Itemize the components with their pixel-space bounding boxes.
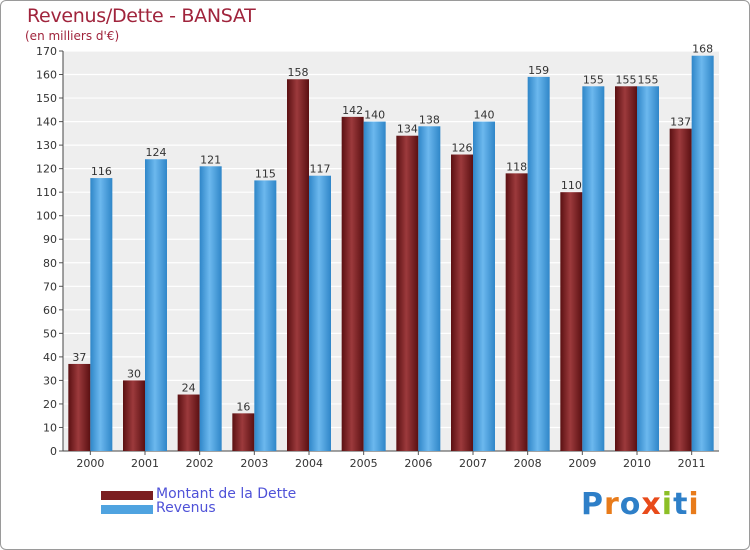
data-label-revenus: 115 [255, 167, 276, 180]
bar-revenus [363, 121, 386, 452]
x-tick-label: 2011 [678, 457, 706, 470]
x-tick-label: 2009 [568, 457, 596, 470]
data-label-revenus: 155 [638, 73, 659, 86]
y-tick-label: 30 [43, 374, 57, 387]
y-tick-label: 130 [36, 139, 57, 152]
y-tick-label: 100 [36, 210, 57, 223]
bar-dette [560, 192, 583, 452]
bar-revenus [473, 121, 495, 452]
x-tick-label: 2007 [459, 457, 487, 470]
logo-letter: x [641, 487, 662, 522]
bar-dette [396, 135, 419, 452]
x-tick-label: 2010 [623, 457, 651, 470]
bar-revenus [637, 86, 659, 451]
chart-title: Revenus/Dette - BANSAT [27, 5, 256, 27]
data-label-revenus: 140 [364, 109, 385, 122]
data-label-revenus: 138 [419, 113, 440, 126]
x-tick-label: 2004 [295, 457, 323, 470]
y-tick-label: 120 [36, 163, 57, 176]
y-tick-label: 70 [43, 280, 57, 293]
data-label-dette: 16 [236, 400, 250, 413]
data-label-revenus: 116 [91, 165, 112, 178]
bar-dette [615, 86, 637, 451]
bar-revenus [90, 178, 113, 451]
y-tick-label: 160 [36, 69, 57, 82]
x-tick-label: 2006 [404, 457, 432, 470]
bar-dette [451, 154, 473, 451]
data-label-revenus: 121 [200, 153, 221, 166]
data-label-revenus: 140 [474, 109, 495, 122]
data-label-dette: 110 [561, 179, 582, 192]
data-label-dette: 137 [670, 116, 691, 129]
y-tick-label: 10 [43, 421, 57, 434]
data-label-revenus: 168 [692, 43, 713, 56]
bar-revenus [145, 159, 167, 451]
y-tick-label: 110 [36, 186, 57, 199]
y-tick-label: 50 [43, 327, 57, 340]
x-tick-label: 2002 [186, 457, 214, 470]
y-tick-label: 80 [43, 257, 57, 270]
plot-background [63, 51, 719, 451]
data-label-dette: 118 [506, 160, 527, 173]
logo-letter: r [604, 487, 620, 522]
data-label-revenus: 159 [528, 64, 549, 77]
data-label-dette: 142 [342, 104, 363, 117]
bar-revenus [254, 180, 277, 452]
data-label-dette: 158 [288, 66, 309, 79]
logo-letter: t [673, 487, 689, 522]
x-tick-label: 2000 [76, 457, 104, 470]
y-tick-label: 0 [50, 445, 57, 458]
x-tick-label: 2001 [131, 457, 159, 470]
data-label-dette: 37 [72, 351, 86, 364]
bar-revenus [582, 86, 605, 451]
y-tick-label: 170 [36, 45, 57, 58]
logo-letter: i [661, 487, 674, 522]
data-label-dette: 24 [182, 382, 196, 395]
bar-revenus [199, 166, 222, 451]
y-tick-label: 20 [43, 398, 57, 411]
legend-label-revenus: Revenus [156, 500, 216, 516]
legend-label-dette: Montant de la Dette [156, 486, 297, 502]
data-label-dette: 134 [397, 123, 418, 136]
logo-letter: o [619, 487, 642, 522]
y-tick-label: 140 [36, 116, 57, 129]
bar-dette [232, 413, 255, 451]
bar-revenus [691, 55, 714, 452]
proxiti-logo: Proxiti [581, 487, 700, 522]
data-label-revenus: 155 [583, 73, 604, 86]
chart-subtitle: (en milliers d'€) [25, 29, 120, 43]
bar-revenus [309, 175, 331, 452]
data-label-dette: 155 [616, 73, 637, 86]
data-label-revenus: 124 [146, 146, 167, 159]
bar-revenus [418, 126, 441, 451]
data-label-dette: 126 [452, 142, 473, 155]
data-label-revenus: 117 [310, 163, 331, 176]
y-tick-label: 90 [43, 233, 57, 246]
legend-swatch-revenus [101, 505, 153, 514]
logo-letter: P [581, 487, 604, 522]
data-label-dette: 30 [127, 367, 141, 380]
y-tick-label: 60 [43, 304, 57, 317]
bar-dette [68, 363, 91, 451]
y-tick-label: 40 [43, 351, 57, 364]
bar-dette [341, 116, 364, 451]
x-tick-label: 2005 [350, 457, 378, 470]
bar-dette [123, 380, 145, 451]
x-tick-label: 2003 [240, 457, 268, 470]
bar-dette [669, 128, 692, 451]
logo-letter: i [688, 487, 700, 522]
bar-revenus [527, 76, 550, 451]
x-tick-label: 2008 [514, 457, 542, 470]
bar-dette [505, 173, 528, 451]
bar-dette [287, 79, 309, 451]
y-tick-label: 150 [36, 92, 57, 105]
legend-swatch-dette [101, 491, 153, 500]
bar-dette [177, 394, 200, 451]
